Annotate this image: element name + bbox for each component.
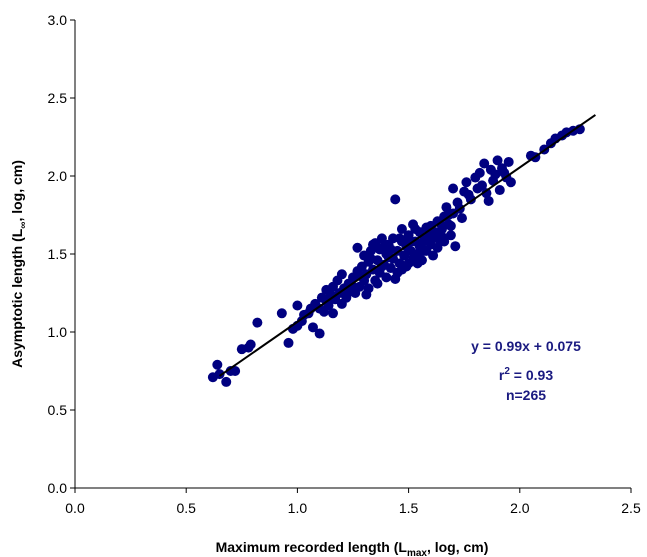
data-point	[492, 155, 503, 166]
data-point	[481, 188, 492, 199]
data-point	[463, 189, 474, 200]
x-tick-label: 1.5	[399, 500, 419, 516]
data-point	[474, 167, 485, 178]
data-point	[428, 233, 439, 244]
data-point	[230, 366, 241, 376]
data-point	[436, 231, 447, 242]
data-point	[245, 339, 256, 350]
data-point	[456, 213, 467, 224]
data-point	[410, 224, 421, 235]
y-axis-title: Asymptotic length (L∞, log, cm)	[9, 160, 29, 368]
y-tick-label: 0.5	[48, 402, 68, 418]
data-point	[376, 233, 387, 244]
data-point	[368, 239, 379, 250]
data-point	[412, 258, 423, 269]
data-point	[428, 250, 439, 261]
y-tick-label: 0.0	[48, 480, 68, 496]
data-point	[292, 300, 303, 311]
data-point	[352, 242, 363, 253]
data-point	[276, 308, 287, 319]
data-point	[385, 244, 396, 255]
data-point	[381, 272, 392, 283]
data-point	[314, 328, 325, 339]
data-point	[450, 241, 461, 252]
data-point	[336, 269, 347, 280]
data-point	[461, 177, 472, 188]
data-point	[212, 359, 223, 370]
data-point	[396, 264, 407, 275]
x-tick-label: 2.0	[510, 500, 530, 516]
sample-size-label: n=265	[506, 387, 546, 403]
data-point	[479, 158, 490, 169]
data-point	[505, 177, 516, 188]
data-point	[445, 220, 456, 231]
data-point	[390, 194, 401, 205]
regression-equation: y = 0.99x + 0.075	[471, 338, 581, 354]
data-point	[416, 238, 427, 249]
y-axis: 0.0 0.5 1.0 1.5 2.0 2.5 3.0	[48, 12, 76, 496]
y-tick-label: 1.5	[48, 246, 68, 262]
data-point	[472, 183, 483, 194]
x-tick-label: 0.5	[176, 500, 196, 516]
data-point	[252, 317, 263, 328]
data-point	[441, 202, 452, 213]
data-point	[396, 224, 407, 235]
data-point	[448, 183, 459, 194]
data-point	[214, 369, 225, 380]
data-point	[483, 195, 494, 206]
data-point	[445, 230, 456, 241]
r-squared-label: r2 = 0.93	[499, 366, 553, 383]
data-point	[307, 322, 318, 333]
y-tick-label: 3.0	[48, 12, 68, 28]
data-point	[327, 308, 338, 319]
y-tick-label: 1.0	[48, 324, 68, 340]
data-point	[283, 337, 294, 348]
x-tick-label: 0.0	[65, 500, 85, 516]
data-point	[490, 169, 501, 180]
x-tick-label: 1.0	[288, 500, 308, 516]
data-point	[365, 253, 376, 264]
data-point	[419, 245, 430, 256]
x-axis-title: Maximum recorded length (Lmax, log, cm)	[216, 539, 489, 557]
regression-line	[218, 114, 596, 377]
data-point	[221, 376, 232, 387]
data-point	[432, 242, 443, 253]
data-point	[503, 156, 514, 167]
data-point	[361, 289, 372, 300]
y-tick-label: 2.5	[48, 90, 68, 106]
x-tick-label: 2.5	[621, 500, 641, 516]
data-point	[354, 270, 365, 281]
data-point	[372, 278, 383, 289]
x-axis: 0.0 0.5 1.0 1.5 2.0 2.5	[65, 487, 641, 516]
data-point	[494, 185, 505, 196]
data-point	[390, 273, 401, 284]
regression-line-layer	[218, 114, 596, 377]
data-point	[394, 233, 405, 244]
y-tick-label: 2.0	[48, 168, 68, 184]
